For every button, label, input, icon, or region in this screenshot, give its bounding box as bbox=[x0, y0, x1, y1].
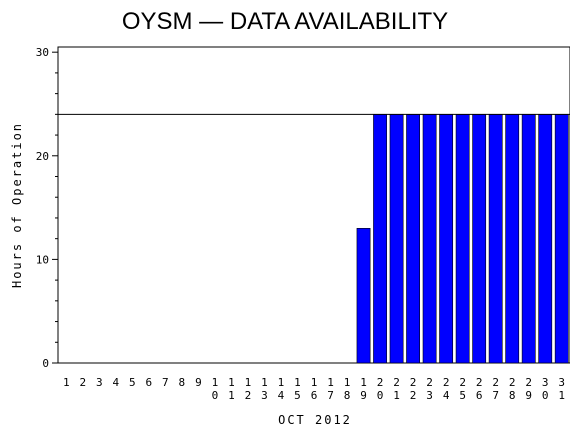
bar bbox=[422, 114, 437, 364]
chart-title: OYSM — DATA AVAILABILITY bbox=[122, 8, 448, 35]
x-axis-label: OCT 2012 bbox=[278, 413, 352, 427]
bar bbox=[521, 114, 536, 364]
bar bbox=[488, 114, 503, 364]
x-tick-label: 8 bbox=[179, 376, 186, 389]
x-tick-label: 4 bbox=[112, 376, 119, 389]
bar bbox=[538, 114, 553, 364]
x-tick-label: 5 bbox=[129, 376, 136, 389]
bar bbox=[389, 114, 404, 364]
bar bbox=[505, 114, 520, 364]
y-tick-label: 20 bbox=[36, 150, 49, 163]
bar bbox=[356, 228, 371, 364]
y-tick-label: 0 bbox=[42, 357, 49, 370]
y-tick-label: 10 bbox=[36, 253, 49, 266]
y-axis-label: Hours of Operation bbox=[10, 122, 24, 288]
bars bbox=[356, 114, 569, 364]
bar bbox=[373, 114, 387, 364]
y-tick-label: 30 bbox=[36, 46, 49, 59]
x-tick-label: 6 bbox=[146, 376, 153, 389]
x-tick-label: 9 bbox=[195, 376, 202, 389]
x-axis: 1 2 3 4 5 6 7 8 9 1 01 11 21 31 41 51 61 71 81 92 02 12 22 32 42… bbox=[63, 376, 565, 402]
x-tick-label: 1 bbox=[63, 376, 70, 389]
x-tick-label: 2 bbox=[79, 376, 86, 389]
bar bbox=[455, 114, 470, 364]
plot-frame bbox=[57, 46, 570, 364]
x-tick-label: 3 bbox=[96, 376, 103, 389]
bar bbox=[554, 114, 569, 364]
bar bbox=[406, 114, 421, 364]
y-axis: 0 10 20 30 bbox=[36, 46, 58, 370]
bar bbox=[439, 114, 454, 364]
bar bbox=[472, 114, 487, 364]
x-tick-label: 7 bbox=[162, 376, 169, 389]
